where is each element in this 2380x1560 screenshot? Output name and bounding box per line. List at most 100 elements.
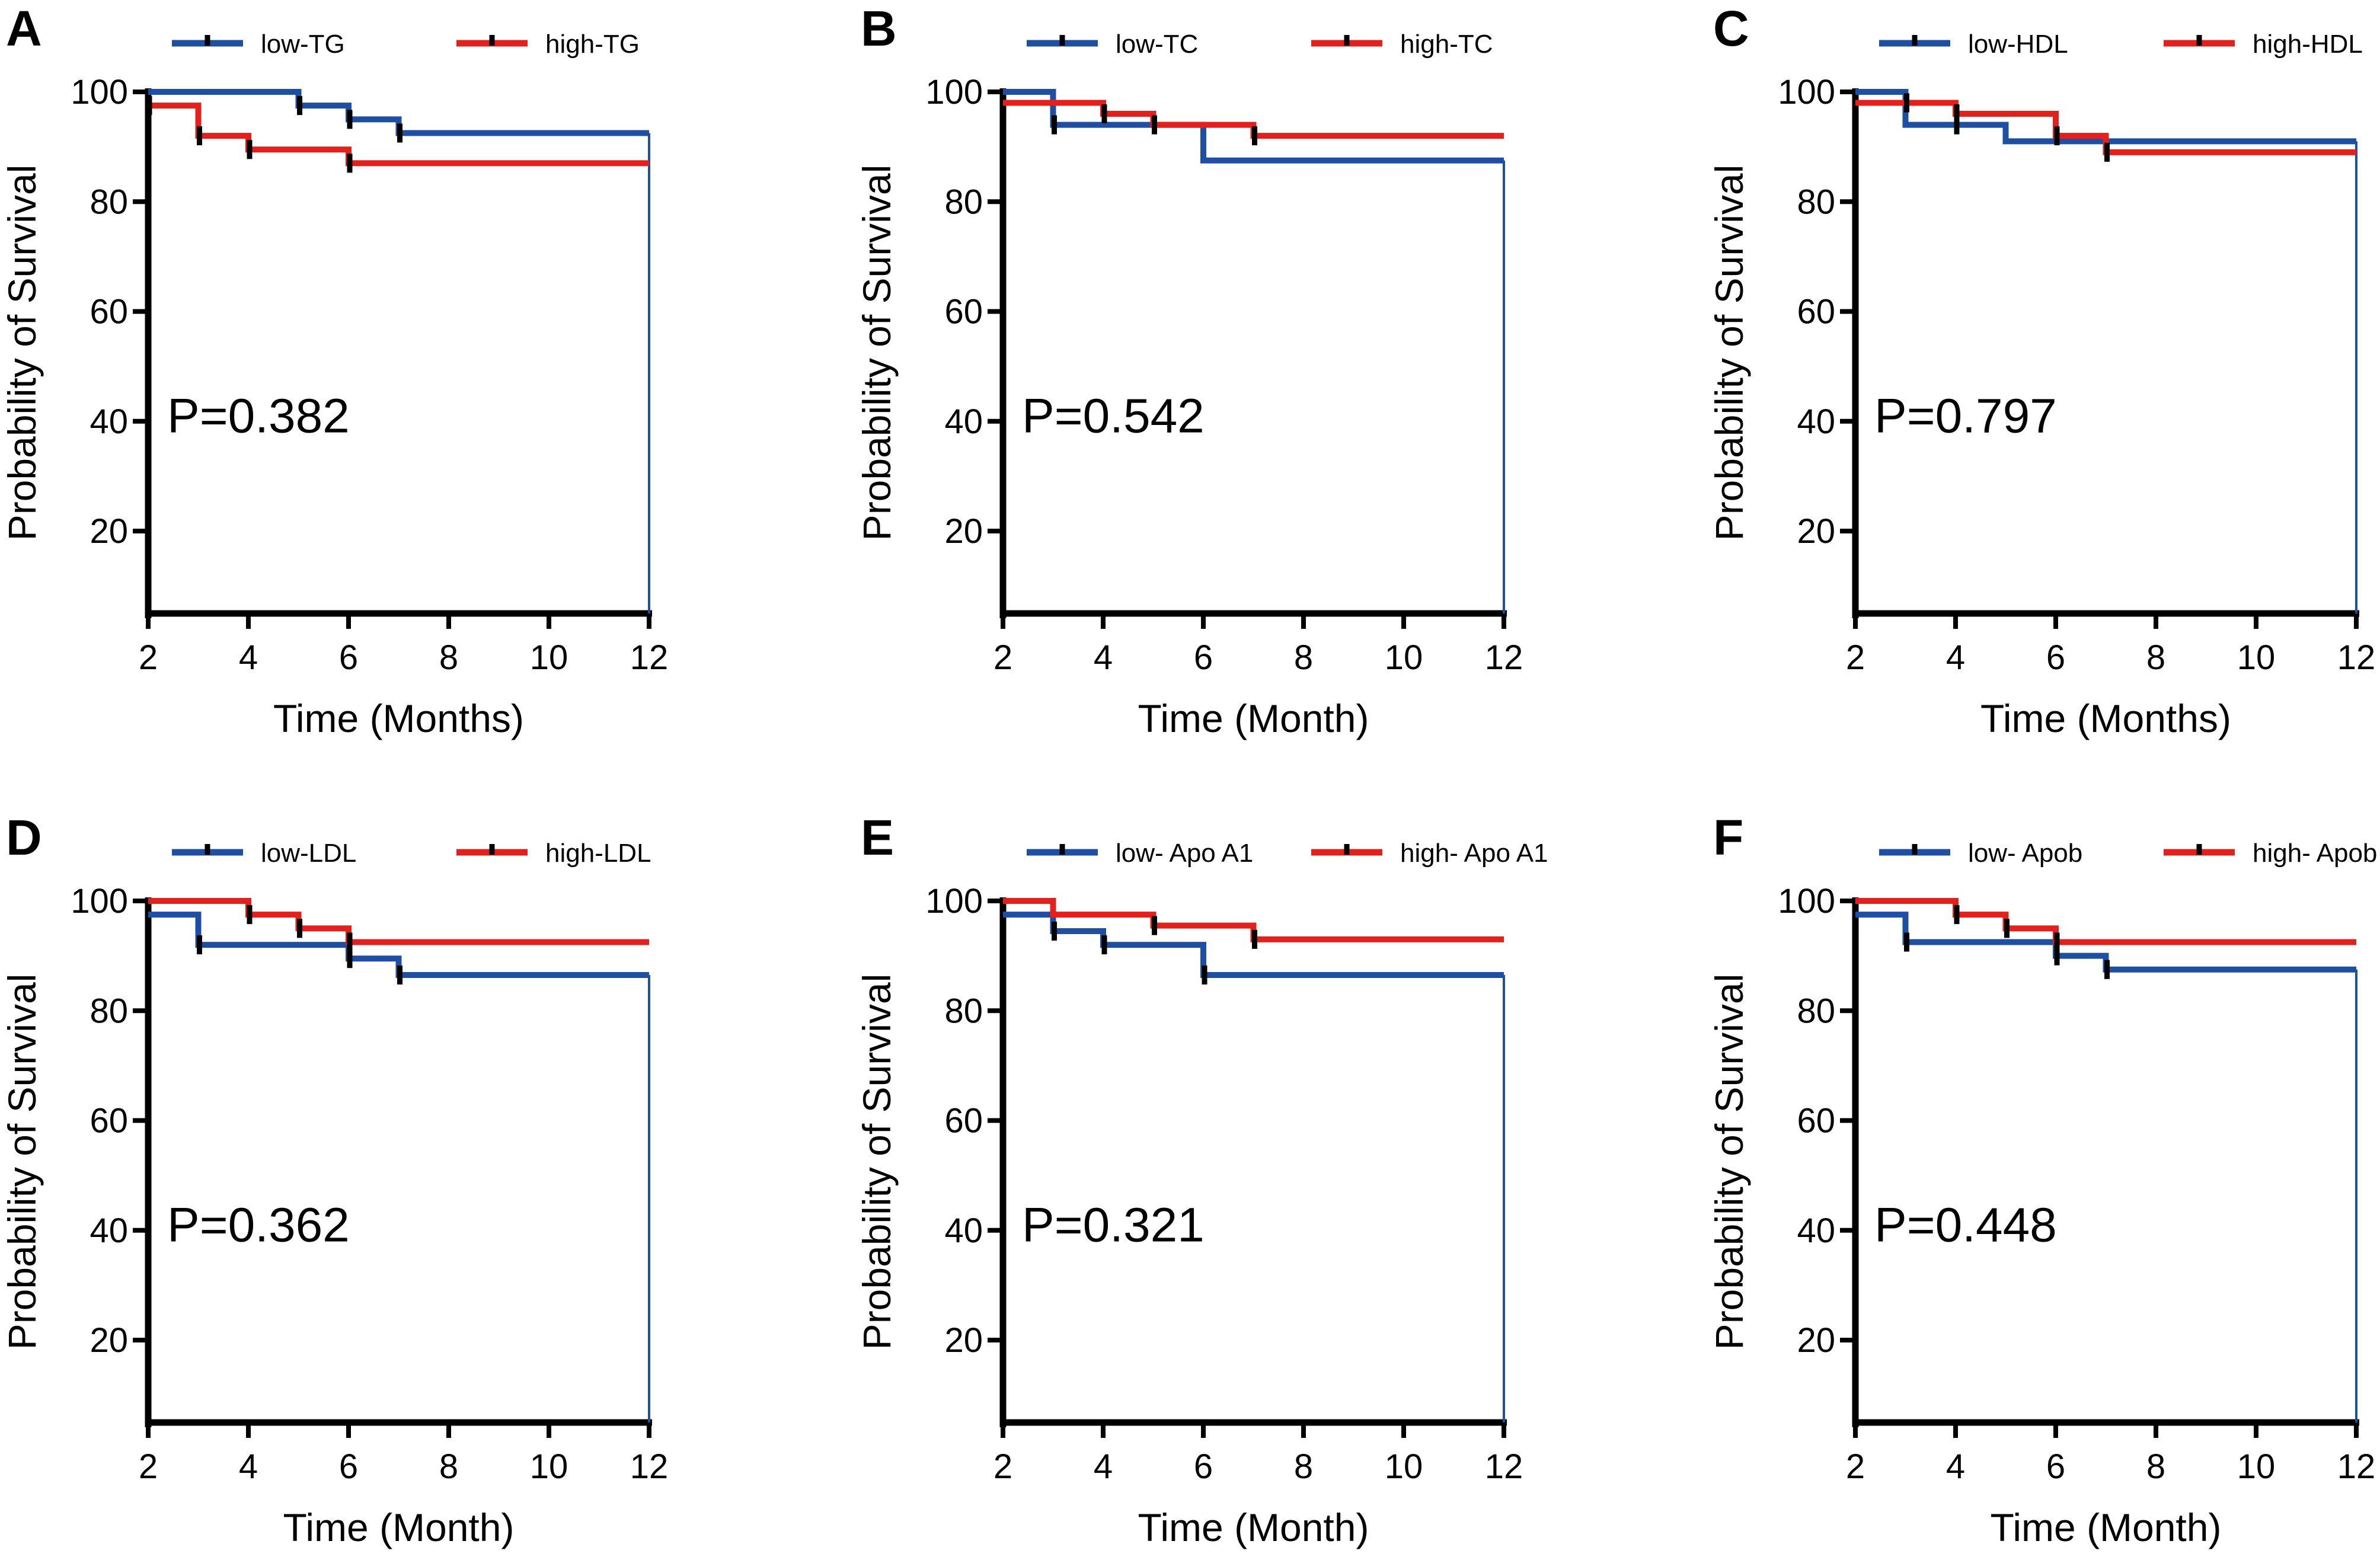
legend-label: high-HDL — [2253, 30, 2363, 59]
legend-label: high-LDL — [545, 839, 651, 868]
y-tick-label: 20 — [944, 1321, 983, 1360]
legend-label: high-TC — [1400, 30, 1493, 59]
y-tick-label: 20 — [944, 512, 983, 551]
x-tick-label: 12 — [2337, 638, 2376, 677]
x-axis-title: Time (Month) — [1991, 1505, 2222, 1549]
x-tick-label: 2 — [993, 1447, 1012, 1486]
y-tick-label: 60 — [944, 1102, 983, 1140]
y-tick-label: 20 — [1797, 1321, 1835, 1360]
legend-label: low-LDL — [261, 839, 356, 868]
p-value: P=0.448 — [1874, 1198, 2057, 1252]
x-tick-label: 4 — [1094, 638, 1113, 677]
legend-label: low- Apo A1 — [1116, 839, 1253, 868]
p-value: P=0.321 — [1022, 1198, 1205, 1252]
panel-label: A — [6, 1, 42, 56]
x-axis-title: Time (Month) — [1138, 696, 1369, 740]
x-tick-label: 8 — [439, 638, 458, 677]
y-tick-label: 80 — [90, 183, 128, 221]
x-tick-label: 10 — [1385, 638, 1423, 677]
panel-label: B — [861, 1, 897, 56]
y-axis-title: Probability of Survival — [855, 165, 899, 541]
y-axis-title: Probability of Survival — [1707, 974, 1751, 1350]
legend-label: high-TG — [545, 30, 640, 59]
x-tick-label: 6 — [2046, 638, 2065, 677]
x-axis-title: Time (Month) — [1138, 1505, 1369, 1549]
y-tick-label: 100 — [925, 882, 983, 920]
y-tick-label: 100 — [71, 882, 128, 920]
y-tick-label: 80 — [944, 992, 983, 1030]
x-tick-label: 12 — [630, 1447, 669, 1486]
x-tick-label: 10 — [530, 1447, 568, 1486]
p-value: P=0.362 — [167, 1198, 350, 1252]
x-axis-title: Time (Month) — [283, 1505, 515, 1549]
x-tick-label: 8 — [1294, 638, 1313, 677]
legend-label: low-TC — [1116, 30, 1198, 59]
y-tick-label: 100 — [925, 73, 983, 111]
y-tick-label: 100 — [71, 73, 128, 111]
y-axis-title: Probability of Survival — [0, 974, 44, 1350]
x-axis-title: Time (Months) — [1980, 696, 2231, 740]
y-tick-label: 20 — [90, 1321, 128, 1360]
x-tick-label: 12 — [1485, 638, 1523, 677]
y-tick-label: 40 — [1797, 1211, 1835, 1250]
x-tick-label: 12 — [630, 638, 669, 677]
x-tick-label: 8 — [2146, 1447, 2165, 1486]
x-tick-label: 8 — [1294, 1447, 1313, 1486]
panel-label: C — [1713, 1, 1749, 56]
legend-label: low-HDL — [1968, 30, 2068, 59]
x-tick-label: 4 — [1946, 638, 1965, 677]
y-tick-label: 80 — [90, 992, 128, 1030]
y-tick-label: 100 — [1778, 73, 1835, 111]
y-tick-label: 100 — [1778, 882, 1835, 920]
y-tick-label: 40 — [944, 402, 983, 441]
y-axis-title: Probability of Survival — [0, 165, 44, 541]
y-axis-title: Probability of Survival — [1707, 165, 1751, 541]
p-value: P=0.542 — [1022, 389, 1205, 443]
x-tick-label: 2 — [139, 638, 158, 677]
p-value: P=0.797 — [1874, 389, 2057, 443]
x-axis-title: Time (Months) — [273, 696, 524, 740]
x-tick-label: 6 — [1194, 638, 1213, 677]
survival-curve-high-ldl — [148, 898, 649, 945]
x-tick-label: 6 — [339, 638, 358, 677]
panel-label: D — [6, 810, 42, 865]
y-tick-label: 40 — [1797, 402, 1835, 441]
legend-label: high- Apob — [2253, 839, 2377, 868]
legend-label: low-TG — [261, 30, 345, 59]
x-tick-label: 4 — [239, 1447, 258, 1486]
y-tick-label: 40 — [90, 1211, 128, 1250]
x-tick-label: 8 — [2146, 638, 2165, 677]
y-tick-label: 20 — [1797, 512, 1835, 551]
survival-curve-low-tc — [1003, 89, 1504, 164]
y-tick-label: 60 — [90, 1102, 128, 1140]
y-tick-label: 60 — [1797, 293, 1835, 331]
x-tick-label: 10 — [530, 638, 568, 677]
y-tick-label: 60 — [944, 293, 983, 331]
x-tick-label: 4 — [1946, 1447, 1965, 1486]
y-tick-label: 60 — [1797, 1102, 1835, 1140]
y-tick-label: 40 — [944, 1211, 983, 1250]
panel-label: F — [1713, 810, 1743, 865]
x-tick-label: 6 — [2046, 1447, 2065, 1486]
y-tick-label: 40 — [90, 402, 128, 441]
y-tick-label: 60 — [90, 293, 128, 331]
x-tick-label: 2 — [1846, 1447, 1865, 1486]
x-tick-label: 10 — [2237, 1447, 2276, 1486]
x-tick-label: 12 — [2337, 1447, 2376, 1486]
x-tick-label: 10 — [2237, 638, 2276, 677]
x-tick-label: 10 — [1385, 1447, 1423, 1486]
x-tick-label: 4 — [239, 638, 258, 677]
x-tick-label: 12 — [1485, 1447, 1523, 1486]
legend-label: high- Apo A1 — [1400, 839, 1548, 868]
y-axis-title: Probability of Survival — [855, 974, 899, 1350]
y-tick-label: 80 — [1797, 183, 1835, 221]
x-tick-label: 2 — [993, 638, 1012, 677]
x-tick-label: 8 — [439, 1447, 458, 1486]
y-tick-label: 80 — [1797, 992, 1835, 1030]
y-tick-label: 20 — [90, 512, 128, 551]
